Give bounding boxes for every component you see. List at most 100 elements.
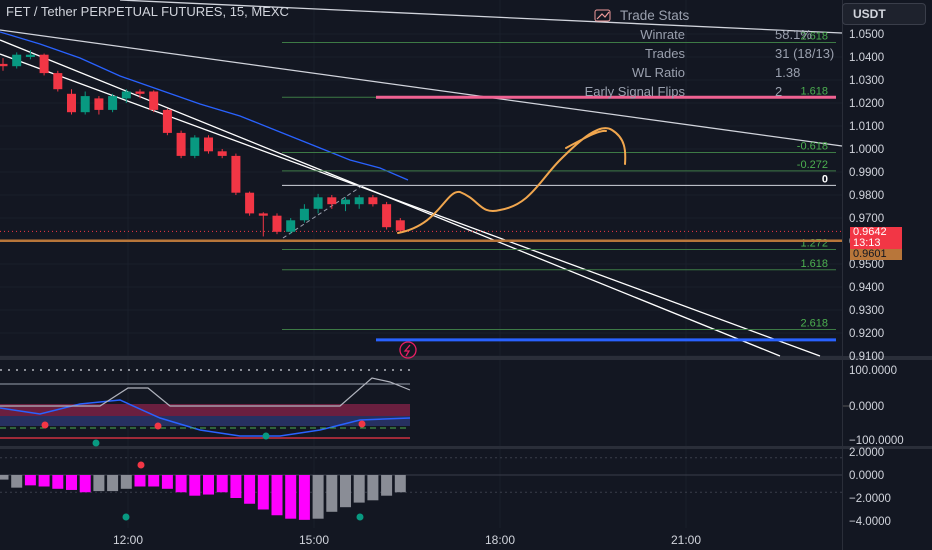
- candle-body: [190, 137, 200, 156]
- lightning-icon: [399, 341, 417, 359]
- support-price-badge: 0.9601: [850, 249, 902, 260]
- hist-signal-dot: [356, 513, 364, 521]
- current-price-value: 0.9642: [853, 226, 887, 238]
- histogram-bar: [340, 475, 351, 508]
- osc-signal-dot: [262, 432, 270, 440]
- candle-body: [341, 199, 350, 205]
- price-tick-label: 0.9300: [849, 305, 884, 317]
- candle-body: [94, 98, 104, 110]
- osc-signal-line: [0, 399, 411, 437]
- current-price-badge[interactable]: 0.9642 13:13: [850, 227, 902, 249]
- fib-level-label: 0: [822, 173, 828, 185]
- histogram-bar: [175, 475, 187, 493]
- histogram-bar: [134, 475, 146, 487]
- fib-level-label: 1.618: [800, 85, 828, 97]
- candle-body: [327, 197, 337, 205]
- hist-signal-dot: [137, 461, 145, 469]
- candlestick-series: [0, 50, 405, 237]
- candle-body: [135, 91, 145, 94]
- price-tick-label: 0.9500: [849, 259, 884, 271]
- symbol-title[interactable]: FET / Tether PERPETUAL FUTURES, 15, MEXC: [6, 4, 289, 19]
- histogram-bar: [161, 475, 173, 489]
- candle-body: [272, 215, 282, 232]
- currency-button[interactable]: USDT: [842, 3, 926, 25]
- moving-average-line: [0, 31, 409, 181]
- histogram-bar: [93, 475, 105, 492]
- fib-level-label: 1.272: [800, 238, 828, 250]
- histogram-bar: [367, 475, 379, 501]
- fibonacci-levels[interactable]: 2.618 1.618 -0.618 -0.272 0 1.272 1.618 2.618: [0, 31, 842, 342]
- histogram-bar: [120, 475, 132, 489]
- trade-stats-panel: Trade Stats Winrate 58.1% Trades 31 (18/13) W…: [585, 8, 835, 99]
- candle-body: [286, 220, 296, 232]
- candle-body: [67, 93, 76, 113]
- oscillator-tick-label: 0.0000: [849, 401, 884, 413]
- candle-body: [245, 192, 255, 214]
- trend-lines[interactable]: [0, 0, 843, 357]
- candle-body: [149, 91, 159, 110]
- histogram-bar: [52, 475, 64, 489]
- fib-level-label: 2.618: [800, 318, 828, 330]
- histogram-bar: [0, 475, 9, 480]
- histogram-bar: [257, 475, 269, 510]
- countdown-timer: 13:13: [853, 237, 881, 249]
- oscillator-tick-label: 100.0000: [849, 365, 897, 377]
- candle-body: [25, 54, 35, 57]
- histogram-bar: [189, 475, 201, 496]
- osc-signal-dot: [154, 422, 162, 430]
- histogram-bar: [79, 475, 91, 493]
- candle-body: [176, 132, 186, 156]
- axis-separator: [842, 0, 843, 550]
- price-tick-label: 0.9900: [849, 167, 884, 179]
- chart-overlays: [397, 127, 627, 359]
- histogram-bar: [326, 475, 338, 512]
- histogram-bar: [353, 475, 365, 503]
- time-tick-label: 12:00: [113, 533, 143, 547]
- candle-body: [53, 73, 63, 90]
- price-tick-label: 1.0500: [849, 29, 884, 41]
- hand-drawn-projection: [397, 127, 627, 234]
- oscillator-pane: [0, 369, 850, 447]
- pane-separator: [0, 356, 932, 360]
- lightning-icon: [403, 344, 411, 357]
- histogram-bar: [24, 475, 36, 486]
- oscillator-tick-label: −100.0000: [849, 435, 904, 447]
- candle-body: [162, 109, 172, 133]
- candle-body: [0, 63, 8, 67]
- price-axis[interactable]: 1.0500 1.0400 1.0300 1.0200 1.0100 1.0000 0.99…: [113, 29, 904, 547]
- histogram-pane: [0, 457, 842, 521]
- trend-line: [0, 53, 821, 357]
- candle-body: [313, 197, 323, 209]
- osc-cloud-bear: [0, 404, 410, 416]
- price-tick-label: 0.9200: [849, 328, 884, 340]
- trade-stats-value: 31 (18/13): [775, 46, 834, 61]
- candle-body: [368, 197, 378, 205]
- candle-body: [12, 54, 22, 67]
- histogram-bar: [11, 475, 23, 488]
- histogram-bar: [203, 475, 214, 495]
- osc-signal-dot: [358, 420, 366, 428]
- trade-stats-label: Trades: [645, 46, 685, 61]
- candle-body: [217, 151, 227, 156]
- dashed-connector: [282, 185, 363, 239]
- candle-body: [258, 213, 268, 216]
- price-tick-label: 0.9800: [849, 190, 884, 202]
- trend-line: [119, 0, 843, 34]
- time-tick-label: 21:00: [671, 533, 701, 547]
- candle-body: [382, 204, 392, 228]
- time-tick-label: 15:00: [299, 533, 329, 547]
- candle-body: [39, 54, 49, 74]
- candle-body: [204, 137, 213, 152]
- price-tick-label: 1.0300: [849, 75, 884, 87]
- price-tick-label: 0.9400: [849, 282, 884, 294]
- candle-body: [121, 91, 131, 99]
- histogram-bar: [271, 475, 283, 516]
- price-tick-label: 1.0000: [849, 144, 884, 156]
- candle-body: [354, 197, 364, 205]
- histogram-bar: [244, 475, 256, 504]
- histogram-bar: [312, 475, 324, 519]
- price-tick-label: 0.9700: [849, 213, 884, 225]
- trade-stats-label: Early Signal Flips: [585, 84, 686, 99]
